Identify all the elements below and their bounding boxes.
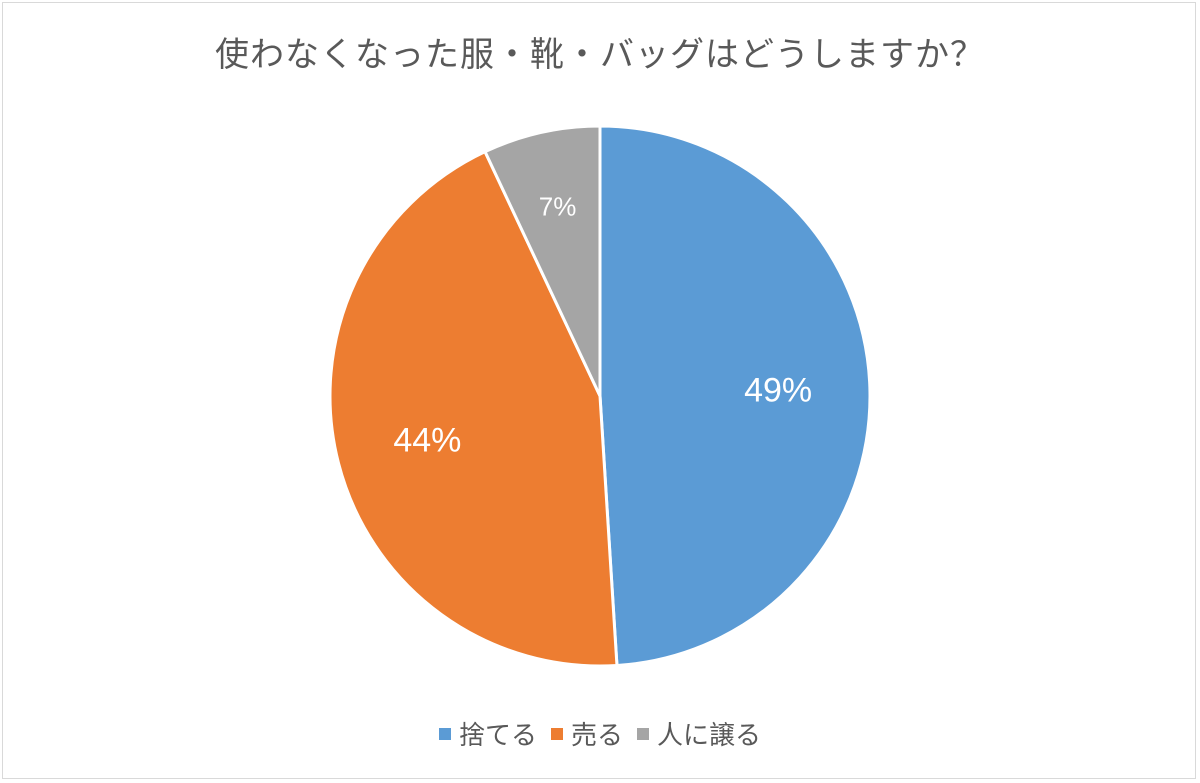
pie-slices [328, 124, 872, 668]
slice-label-give-away: 7% [539, 191, 577, 221]
slice-label-discard: 49% [744, 371, 812, 409]
chart-title: 使わなくなった服・靴・バッグはどうしますか？ [215, 35, 985, 75]
pie-labels: 49% 44% 7% [393, 191, 812, 459]
legend-swatch-sell [550, 727, 563, 740]
legend-item-discard: 捨てる [438, 715, 537, 752]
legend-swatch-give-away [637, 727, 649, 740]
legend-label-discard: 捨てる [458, 721, 537, 751]
slice-give-away [483, 124, 602, 397]
slice-discard [598, 124, 872, 668]
legend-item-sell: 売る [550, 715, 623, 752]
legend-swatch-discard [438, 727, 451, 740]
slice-label-sell: 44% [393, 421, 461, 459]
pie-chart: 49% 44% 7% [328, 124, 872, 668]
legend-label-give-away: 人に譲る [657, 721, 762, 751]
chart-legend: 捨てる 売る 人に譲る [3, 715, 1197, 752]
legend-item-give-away: 人に譲る [637, 715, 761, 752]
legend-label-sell: 売る [570, 721, 623, 751]
